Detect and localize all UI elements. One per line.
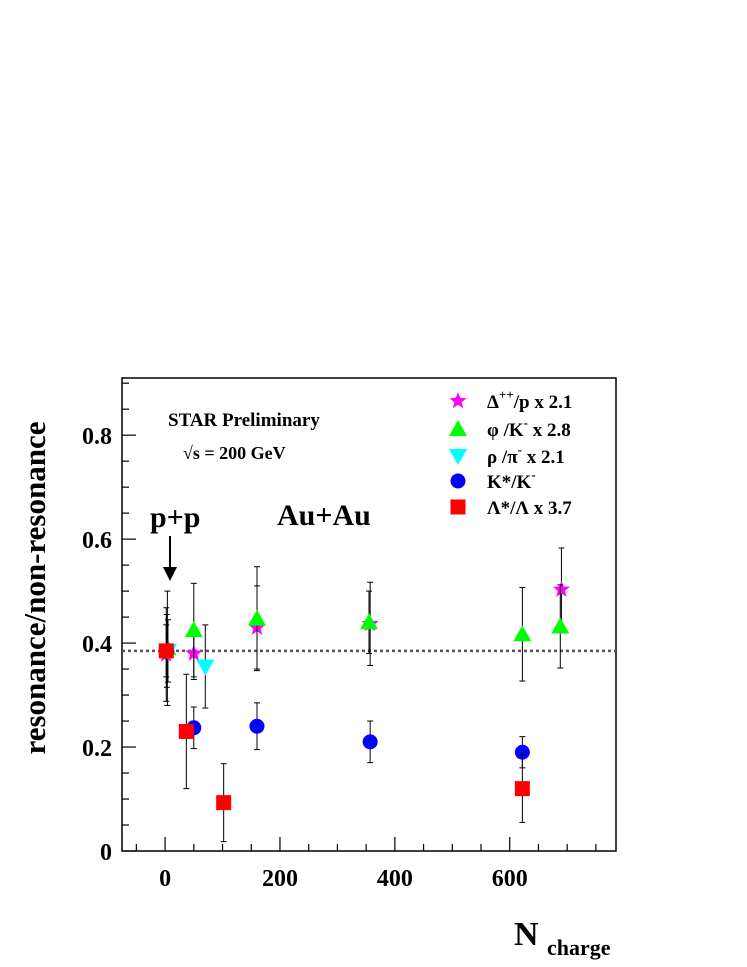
data-point bbox=[247, 609, 266, 626]
legend-marker bbox=[449, 420, 467, 436]
data-point bbox=[514, 781, 530, 797]
data-point bbox=[513, 625, 532, 642]
legend-marker bbox=[450, 473, 466, 489]
series-triangle-up bbox=[158, 566, 570, 706]
data-point bbox=[552, 580, 570, 597]
experiment-label: STAR Preliminary bbox=[168, 410, 320, 431]
data-points-layer bbox=[157, 547, 570, 843]
y-tick-label: 0.8 bbox=[82, 424, 112, 450]
data-point bbox=[184, 621, 203, 638]
x-tick-label: 400 bbox=[377, 866, 413, 892]
legend-label: ρ /π- x 2.1 bbox=[487, 442, 565, 468]
x-tick-label: 200 bbox=[262, 866, 298, 892]
energy-label: √s = 200 GeV bbox=[183, 443, 286, 463]
y-tick-label: 0.2 bbox=[82, 736, 112, 762]
data-point bbox=[362, 734, 378, 750]
legend: Δ++/p x 2.1φ /K- x 2.8ρ /π- x 2.1K*/K- Λ*… bbox=[449, 387, 572, 519]
series-square bbox=[158, 624, 530, 843]
y-tick-labels: 0 0.2 0.4 0.6 0.8 bbox=[82, 424, 112, 866]
pp-label: p+p bbox=[150, 501, 200, 534]
data-point bbox=[158, 643, 174, 659]
y-tick-label: 0.4 bbox=[82, 632, 112, 658]
legend-label: K*/K- bbox=[487, 467, 536, 493]
legend-label: φ /K- x 2.8 bbox=[487, 415, 571, 441]
data-point bbox=[360, 613, 378, 630]
tick-layer bbox=[122, 382, 597, 852]
data-point bbox=[216, 795, 232, 811]
plot-frame bbox=[121, 377, 617, 852]
x-tick-label: 0 bbox=[159, 866, 171, 892]
y-tick-label: 0 bbox=[100, 840, 112, 866]
legend-marker bbox=[449, 392, 467, 409]
data-point bbox=[196, 659, 215, 676]
data-point bbox=[178, 723, 194, 739]
y-tick-label: 0.6 bbox=[82, 528, 112, 554]
series-circle bbox=[159, 614, 530, 769]
x-tick-label: 600 bbox=[492, 866, 528, 892]
x-tick-labels: 0 200 400 600 bbox=[159, 866, 528, 892]
x-axis-title: N bbox=[514, 916, 539, 953]
legend-marker bbox=[450, 499, 466, 515]
data-point bbox=[514, 744, 530, 760]
auau-label: Au+Au bbox=[277, 499, 371, 532]
data-point bbox=[249, 718, 265, 734]
legend-label: Λ*/Λ x 3.7 bbox=[487, 498, 572, 519]
legend-label: Δ++/p x 2.1 bbox=[487, 387, 572, 413]
data-point bbox=[551, 617, 570, 634]
legend-marker bbox=[449, 449, 467, 465]
y-axis-title: resonance/non-resonance bbox=[17, 422, 52, 755]
pp-arrow bbox=[163, 536, 177, 581]
x-axis-title-subscript: charge bbox=[547, 935, 611, 960]
